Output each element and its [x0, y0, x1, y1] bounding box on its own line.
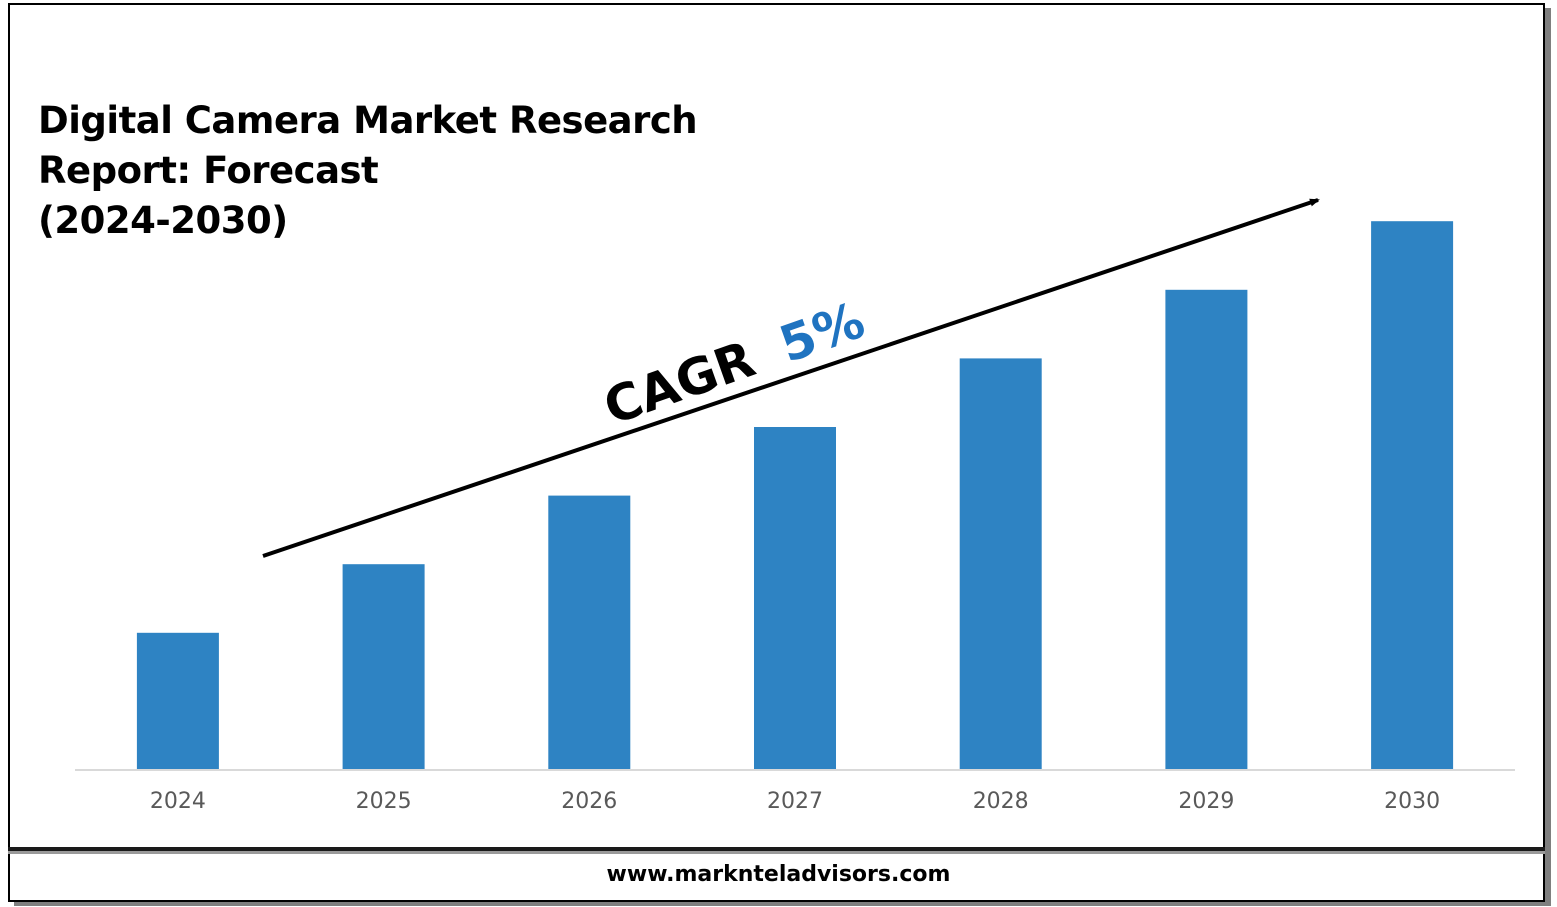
frame-shadow-right [1545, 8, 1551, 904]
bar-series [136, 221, 1454, 770]
x-tick-label-2024: 2024 [150, 789, 206, 814]
footer-divider-shadow [8, 851, 1545, 854]
x-tick-label-2027: 2027 [767, 789, 823, 814]
bar-2024 [136, 632, 219, 770]
x-tick-label-2029: 2029 [1178, 789, 1234, 814]
frame-shadow-bottom [14, 902, 1551, 906]
bar-2027 [754, 427, 836, 770]
x-tick-label-2030: 2030 [1384, 789, 1440, 814]
x-tick-label-2026: 2026 [561, 789, 617, 814]
cagr-value: 5% [772, 291, 871, 374]
bar-2026 [548, 495, 631, 770]
x-axis-tick-labels: 2024 2025 2026 2027 2028 2029 2030 [150, 789, 1440, 814]
bar-2029 [1165, 289, 1248, 770]
footer-url[interactable]: www.marknteladvisors.com [606, 862, 951, 887]
x-tick-label-2025: 2025 [356, 789, 412, 814]
bar-2028 [959, 358, 1042, 770]
bar-2030 [1371, 221, 1454, 770]
trend-arrow [262, 198, 1320, 558]
x-tick-label-2028: 2028 [973, 789, 1029, 814]
bar-2025 [342, 564, 425, 770]
cagr-label: CAGR [597, 330, 762, 436]
chart-title: Digital Camera Market Research Report: F… [38, 99, 698, 242]
footer-divider [8, 847, 1545, 851]
